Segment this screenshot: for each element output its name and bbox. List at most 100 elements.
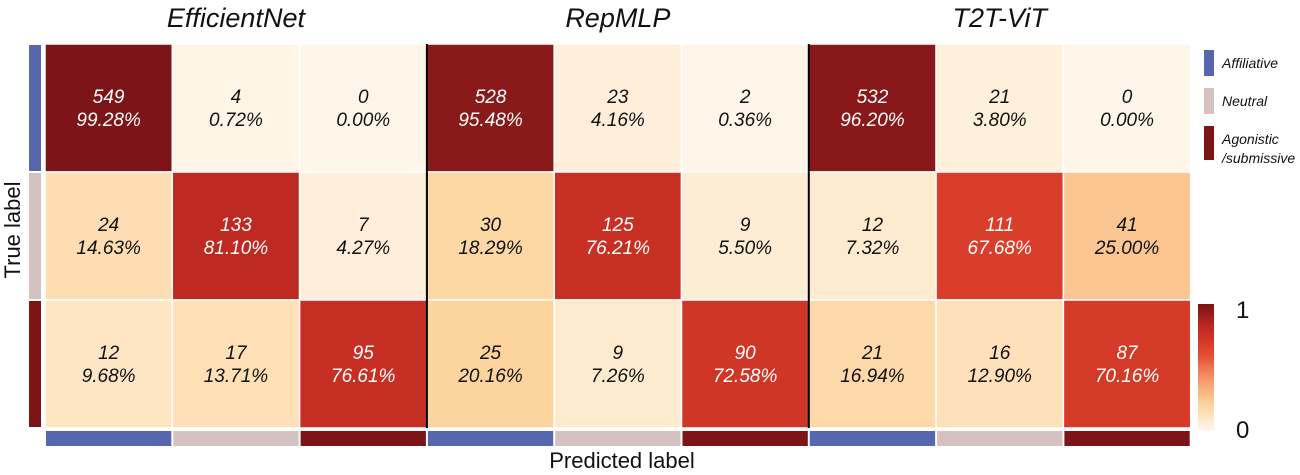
- heatmap-cell: [171, 299, 301, 429]
- cell-count-label: 528: [475, 87, 507, 108]
- heatmap-cell: [44, 299, 174, 429]
- heatmap-cell: [935, 43, 1065, 173]
- cell-percent-label: 67.68%: [968, 238, 1033, 259]
- cell-percent-label: 4.16%: [591, 110, 645, 131]
- cell-percent-label: 3.80%: [973, 110, 1027, 131]
- model-title: EfficientNet: [167, 3, 307, 33]
- predicted-class-strip: [46, 431, 172, 446]
- predicted-class-strip: [937, 431, 1063, 446]
- cell-percent-label: 70.16%: [1095, 366, 1160, 387]
- cell-count-label: 532: [857, 87, 889, 108]
- model-title: RepMLP: [565, 3, 670, 33]
- heatmap-cell: [553, 43, 683, 173]
- cell-percent-label: 25.00%: [1094, 238, 1160, 259]
- true-class-strip: [29, 301, 41, 427]
- legend-label: Agonistic: [1221, 131, 1279, 147]
- cell-percent-label: 13.71%: [204, 366, 269, 387]
- cell-count-label: 0: [358, 87, 369, 108]
- cell-percent-label: 9.68%: [82, 366, 136, 387]
- predicted-class-strip: [1064, 431, 1190, 446]
- cell-percent-label: 95.48%: [458, 110, 523, 131]
- cell-count-label: 25: [479, 343, 502, 364]
- true-class-strip: [29, 45, 41, 171]
- cell-count-label: 0: [1122, 87, 1133, 108]
- cell-count-label: 90: [735, 343, 757, 364]
- true-class-strip: [29, 173, 41, 299]
- model-title: T2T-ViT: [952, 3, 1049, 33]
- legend-label: Affiliative: [1221, 55, 1278, 71]
- cell-percent-label: 12.90%: [968, 366, 1033, 387]
- legend-swatch: [1204, 50, 1214, 76]
- heatmap-cell: [935, 171, 1065, 301]
- cell-percent-label: 99.28%: [76, 110, 141, 131]
- heatmap-cell: [44, 171, 174, 301]
- cell-percent-label: 16.94%: [840, 366, 905, 387]
- heatmap-cell: [44, 43, 174, 173]
- cell-percent-label: 72.58%: [713, 366, 778, 387]
- cell-count-label: 41: [1116, 215, 1137, 236]
- colorbar: [1198, 304, 1214, 430]
- heatmap-cell: [171, 171, 301, 301]
- heatmap-cell: [1062, 171, 1192, 301]
- cell-percent-label: 20.16%: [457, 366, 523, 387]
- heatmap-cell: [426, 299, 555, 429]
- cell-count-label: 30: [480, 215, 502, 236]
- cell-count-label: 7: [358, 215, 370, 236]
- cell-count-label: 24: [97, 215, 119, 236]
- cell-percent-label: 0.00%: [1100, 110, 1154, 131]
- heatmap-cell: [426, 171, 555, 301]
- cell-count-label: 21: [861, 343, 883, 364]
- cell-percent-label: 18.29%: [458, 238, 523, 259]
- cell-count-label: 125: [602, 215, 634, 236]
- predicted-class-strip: [173, 431, 299, 446]
- legend-swatch: [1204, 126, 1214, 160]
- heatmap-cell: [808, 43, 937, 173]
- cell-count-label: 133: [220, 215, 252, 236]
- cell-count-label: 111: [985, 215, 1014, 236]
- cell-count-label: 12: [98, 343, 120, 364]
- cell-count-label: 2: [739, 87, 751, 108]
- cell-count-label: 21: [988, 87, 1010, 108]
- cell-count-label: 16: [989, 343, 1011, 364]
- cell-percent-label: 4.27%: [336, 238, 390, 259]
- heatmap-cell: [298, 299, 428, 429]
- predicted-class-strip: [555, 431, 681, 446]
- legend-label: /submissive: [1221, 150, 1295, 166]
- colorbar-min-label: 0: [1236, 417, 1249, 444]
- cell-percent-label: 76.61%: [331, 366, 396, 387]
- x-axis-label: Predicted label: [549, 448, 695, 473]
- cell-count-label: 4: [231, 87, 242, 108]
- heatmap-cell: [680, 299, 810, 429]
- colorbar-max-label: 1: [1236, 297, 1249, 324]
- heatmap-cell: [808, 299, 937, 429]
- cell-percent-label: 76.21%: [586, 238, 651, 259]
- heatmap-cell: [298, 43, 428, 173]
- cell-percent-label: 96.20%: [840, 110, 905, 131]
- predicted-class-strip: [809, 431, 936, 446]
- cell-count-label: 23: [606, 87, 629, 108]
- heatmap-cell: [1062, 299, 1192, 429]
- legend-swatch: [1204, 88, 1214, 114]
- cell-percent-label: 7.32%: [846, 238, 900, 259]
- legend-label: Neutral: [1222, 93, 1268, 109]
- heatmap-cell: [680, 171, 810, 301]
- cell-percent-label: 7.26%: [591, 366, 645, 387]
- heatmap-cell: [298, 171, 428, 301]
- heatmap-cell: [1062, 43, 1192, 173]
- cell-count-label: 17: [225, 343, 248, 364]
- predicted-class-strip: [682, 431, 808, 446]
- cell-count-label: 9: [740, 215, 751, 236]
- cell-percent-label: 81.10%: [204, 238, 269, 259]
- cell-count-label: 549: [93, 87, 125, 108]
- y-axis-label: True label: [0, 181, 25, 278]
- heatmap-cell: [426, 43, 555, 173]
- predicted-class-strip: [427, 431, 554, 446]
- predicted-class-strip: [300, 431, 426, 446]
- cell-count-label: 95: [353, 343, 375, 364]
- cell-count-label: 87: [1116, 343, 1139, 364]
- cell-percent-label: 14.63%: [76, 238, 141, 259]
- heatmap-cell: [935, 299, 1065, 429]
- cell-percent-label: 0.36%: [718, 110, 772, 131]
- heatmap-cell: [553, 171, 683, 301]
